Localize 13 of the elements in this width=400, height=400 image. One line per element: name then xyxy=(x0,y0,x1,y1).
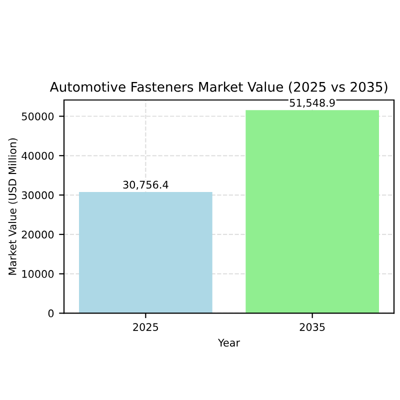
chart-title: Automotive Fasteners Market Value (2025 vs 2035) xyxy=(50,82,388,94)
x-tick-label: 2025 xyxy=(133,323,158,331)
y-axis-title: Market Value (USD Million) xyxy=(8,138,18,275)
y-tick-label: 20000 xyxy=(22,230,54,239)
x-axis-title: Year xyxy=(218,338,240,347)
y-tick-label: 50000 xyxy=(22,112,54,120)
x-tick-label: 2035 xyxy=(300,323,325,331)
y-tick-label: 30000 xyxy=(22,191,54,200)
data-label: 51,548.9 xyxy=(290,98,335,108)
y-tick-label: 10000 xyxy=(22,270,54,278)
y-tick-label: 0 xyxy=(48,309,54,318)
data-label: 30,756.4 xyxy=(123,180,168,190)
y-tick-label: 40000 xyxy=(22,152,54,160)
